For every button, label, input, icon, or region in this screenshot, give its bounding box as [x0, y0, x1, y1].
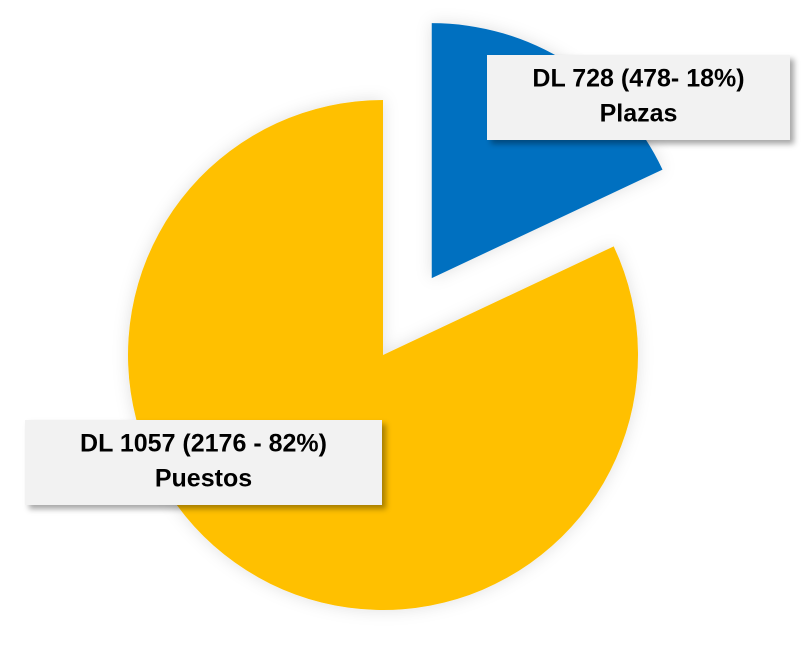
labels: DL 728 (478- 18%) Plazas DL 1057 (2176 - 8… — [25, 55, 790, 505]
slice-label: DL 1057 (2176 - 82%) — [80, 430, 327, 458]
slice-sublabel: Plazas — [600, 100, 678, 128]
slice-sublabel: Puestos — [155, 465, 252, 493]
label-box — [25, 420, 382, 505]
slice-label: DL 728 (478- 18%) — [532, 65, 744, 93]
label-box — [487, 55, 790, 140]
